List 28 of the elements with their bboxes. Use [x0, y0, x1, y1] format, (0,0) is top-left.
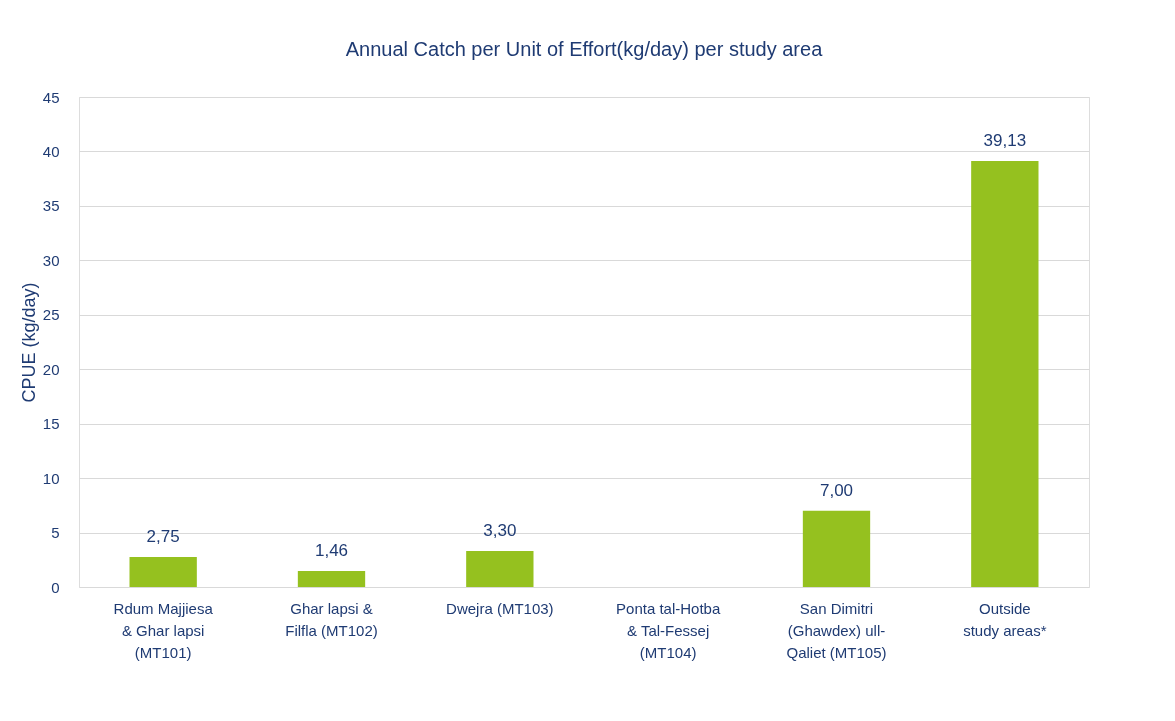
- x-tick-label: San Dimitri (Ghawdex) ull- Qaliet (MT105): [786, 599, 887, 661]
- x-tick-label: Ghar lapsi & Filfla (MT102): [285, 599, 378, 639]
- y-tick-label: 20: [42, 360, 60, 378]
- y-tick-label: 25: [42, 306, 60, 324]
- y-tick-label: 15: [42, 415, 60, 433]
- data-label: 1,46: [314, 541, 349, 561]
- data-label: 7,00: [819, 480, 854, 500]
- y-tick-label: 45: [42, 88, 60, 106]
- data-label: 3,30: [483, 521, 517, 541]
- x-tick-label: Outside study areas*: [963, 599, 1047, 639]
- chart-title: Annual Catch per Unit of Effort(kg/day) per study area: [345, 38, 824, 60]
- y-axis-title: CPUE (kg/day): [18, 282, 39, 403]
- bar: [802, 510, 871, 587]
- y-tick-label: 30: [42, 251, 60, 269]
- x-tick-label: Dwejra (MT103): [446, 599, 554, 617]
- y-tick-label: 40: [42, 142, 60, 160]
- bar: [297, 571, 366, 587]
- bar: [971, 160, 1039, 587]
- y-tick-label: 35: [42, 197, 60, 215]
- data-label: 39,13: [983, 130, 1027, 150]
- y-tick-label: 0: [51, 578, 60, 596]
- data-label: 2,75: [146, 527, 180, 547]
- x-tick-label: Ponta tal-Hotba & Tal-Fessej (MT104): [616, 599, 721, 661]
- y-tick-label: 10: [42, 469, 60, 487]
- x-tick-label: Rdum Majjiesa & Ghar lapsi (MT101): [113, 599, 214, 661]
- bar: [129, 557, 197, 587]
- y-tick-label: 5: [51, 524, 60, 542]
- bar: [466, 551, 534, 587]
